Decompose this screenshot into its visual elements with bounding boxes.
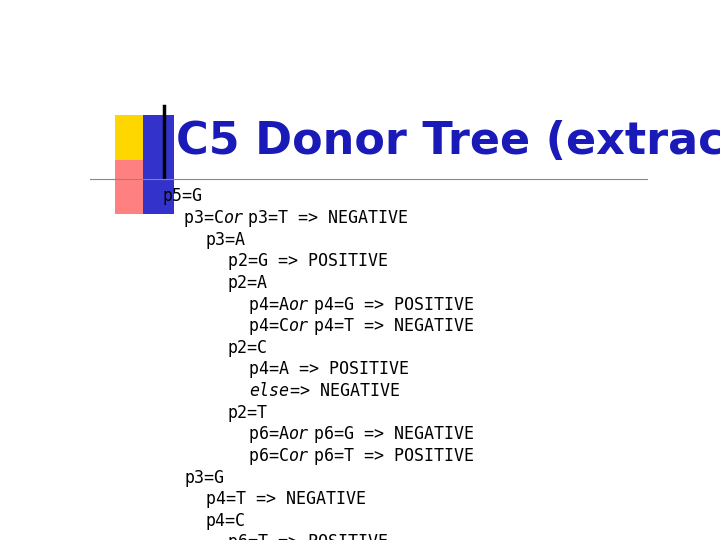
Text: or: or [223, 209, 243, 227]
Text: p3=A: p3=A [206, 231, 246, 249]
Text: p4=A: p4=A [249, 295, 300, 314]
Text: p6=A: p6=A [249, 426, 300, 443]
Text: p3=C: p3=C [184, 209, 234, 227]
Text: or: or [288, 426, 308, 443]
Text: or: or [288, 447, 308, 465]
Bar [143, 114, 174, 214]
Text: p4=T => NEGATIVE: p4=T => NEGATIVE [304, 317, 474, 335]
Text: p6=T => POSITIVE: p6=T => POSITIVE [228, 534, 387, 540]
Text: p2=A: p2=A [228, 274, 268, 292]
Text: p5=G: p5=G [163, 187, 202, 205]
Text: p4=A => POSITIVE: p4=A => POSITIVE [249, 360, 410, 379]
Text: p2=G => POSITIVE: p2=G => POSITIVE [228, 252, 387, 271]
Bar [115, 114, 151, 168]
Text: p2=C: p2=C [228, 339, 268, 357]
Text: or: or [288, 295, 308, 314]
Text: => NEGATIVE: => NEGATIVE [280, 382, 400, 400]
Text: p4=T => NEGATIVE: p4=T => NEGATIVE [206, 490, 366, 508]
Text: p6=C: p6=C [249, 447, 300, 465]
Text: p3=T => NEGATIVE: p3=T => NEGATIVE [238, 209, 408, 227]
Text: or: or [288, 317, 308, 335]
Text: p4=C: p4=C [206, 512, 246, 530]
Text: p3=G: p3=G [184, 469, 224, 487]
Text: C5 Donor Tree (extract): C5 Donor Tree (extract) [176, 120, 720, 163]
Text: p2=T: p2=T [228, 404, 268, 422]
Bar [115, 160, 151, 214]
Text: else: else [249, 382, 289, 400]
Text: p4=C: p4=C [249, 317, 300, 335]
Text: p6=T => POSITIVE: p6=T => POSITIVE [304, 447, 474, 465]
Text: p6=G => NEGATIVE: p6=G => NEGATIVE [304, 426, 474, 443]
Text: p4=G => POSITIVE: p4=G => POSITIVE [304, 295, 474, 314]
